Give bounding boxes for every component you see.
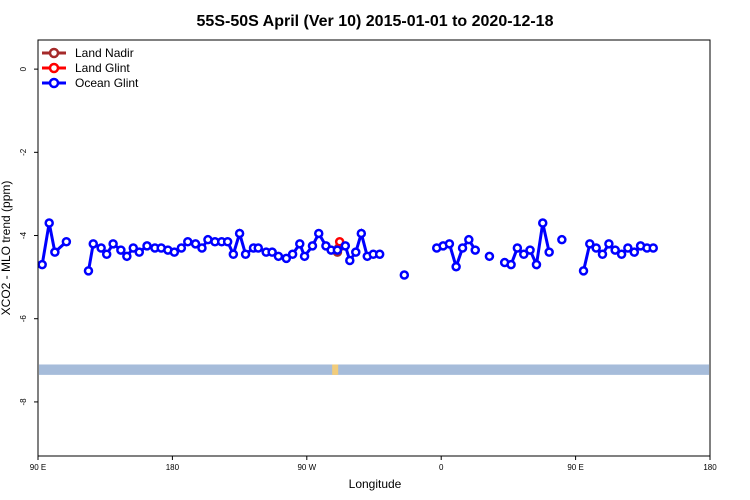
ocean-glint-point [374, 249, 385, 259]
ocean-glint-point [616, 249, 627, 259]
legend-entry: Land Glint [42, 61, 130, 75]
ocean-glint-point [512, 243, 523, 253]
ocean-glint-point [61, 237, 72, 247]
ocean-glint-point [531, 259, 542, 270]
legend-swatch-marker [48, 62, 60, 74]
ocean-glint-point [37, 259, 47, 270]
legend-label: Ocean Glint [75, 76, 139, 90]
ocean-glint-point [585, 239, 595, 249]
ocean-glint-point [190, 239, 201, 249]
y-tick-label: -6 [19, 315, 28, 323]
ocean-glint-point [183, 237, 193, 247]
ocean-glint-point [525, 245, 535, 255]
ocean-glint-point [101, 249, 112, 259]
ocean-glint-point [240, 249, 251, 259]
ocean-glint-point [557, 234, 567, 245]
legend-label: Land Glint [75, 61, 130, 75]
ocean-glint-line [40, 222, 68, 265]
ocean-glint-point [116, 245, 126, 255]
ocean-glint-point [273, 251, 284, 262]
y-axis-label: XCO2 - MLO trend (ppm) [0, 181, 13, 316]
ocean-glint-point [44, 218, 54, 228]
ocean-glint-point [228, 249, 239, 259]
ocean-glint-point [544, 247, 554, 257]
ocean-glint-point [332, 245, 343, 255]
ocean-glint-point [604, 239, 614, 249]
ocean-glint-point [108, 239, 118, 249]
ocean-glint-point [351, 247, 361, 257]
chart-title: 55S-50S April (Ver 10) 2015-01-01 to 202… [197, 13, 554, 30]
x-tick-label: 90 W [297, 463, 316, 472]
ocean-glint-point [591, 243, 601, 253]
ocean-glint-point [578, 266, 589, 276]
ocean-glint-point [83, 266, 94, 276]
ocean-glint-point [457, 243, 468, 253]
x-tick-label: 90 E [567, 463, 583, 472]
ocean-glint-point [134, 247, 144, 257]
ocean-glint-point [128, 243, 139, 253]
ocean-glint-point [142, 241, 152, 251]
ocean-glint-point [287, 249, 298, 259]
ocean-glint-point [506, 259, 516, 270]
ocean-glint-point [345, 255, 355, 266]
ocean-glint-point [648, 243, 659, 253]
ocean-glint-point [267, 247, 277, 257]
y-axis: 0 -2 -4 -6 -8 [19, 66, 38, 405]
ocean-glint-point [313, 228, 324, 239]
plot-frame [37, 39, 711, 457]
ocean-glint-point [253, 243, 264, 253]
legend-label: Land Nadir [75, 46, 134, 60]
legend-swatch-marker [48, 77, 60, 89]
ocean-glint-point [234, 228, 245, 239]
land-band [39, 364, 709, 375]
ocean-glint-point [610, 245, 620, 255]
ocean-glint-point [88, 239, 99, 249]
ocean-glint-point [451, 261, 461, 272]
ocean-glint-point [169, 247, 180, 257]
plot-area [37, 218, 709, 375]
ocean-glint-point [299, 251, 310, 262]
ocean-glint-point [295, 239, 305, 249]
ocean-glint-point [444, 239, 455, 249]
ocean-glint-point [470, 245, 480, 255]
x-tick-label: 180 [703, 463, 717, 472]
x-tick-label: 180 [166, 463, 180, 472]
legend-swatch-marker [48, 47, 60, 59]
land-band-accent [332, 364, 339, 375]
x-axis-label: Longitude [349, 477, 402, 491]
x-tick-label: 0 [439, 463, 444, 472]
ocean-glint-point [222, 237, 233, 247]
ocean-glint-point [464, 234, 474, 245]
ocean-glint-point [597, 249, 608, 259]
ocean-glint-point [281, 253, 292, 264]
ocean-glint-point [519, 249, 529, 259]
y-tick-label: 0 [19, 66, 28, 71]
legend-entry: Ocean Glint [42, 76, 139, 90]
ocean-glint-point [50, 247, 60, 257]
y-tick-label: -2 [19, 148, 28, 156]
ocean-glint-point [176, 243, 187, 253]
ocean-glint-line [504, 222, 551, 270]
legend-entry: Land Nadir [42, 46, 134, 60]
ocean-glint-point [356, 228, 367, 239]
ocean-glint-point [307, 241, 318, 251]
ocean-glint-point [197, 243, 207, 253]
ocean-glint-point [537, 218, 548, 228]
ocean-glint-point [399, 270, 410, 280]
x-axis: 90 E 180 90 W 0 90 E 180 [30, 456, 717, 472]
ocean-glint-point [96, 243, 106, 253]
y-tick-label: -8 [19, 398, 28, 406]
ocean-glint-point [340, 241, 351, 251]
x-tick-label: 90 E [30, 463, 46, 472]
ocean-glint-point [484, 251, 495, 262]
ocean-glint-point [629, 247, 640, 257]
ocean-glint-point [122, 251, 132, 262]
y-tick-label: -4 [19, 231, 28, 239]
ocean-glint-point [623, 243, 633, 253]
